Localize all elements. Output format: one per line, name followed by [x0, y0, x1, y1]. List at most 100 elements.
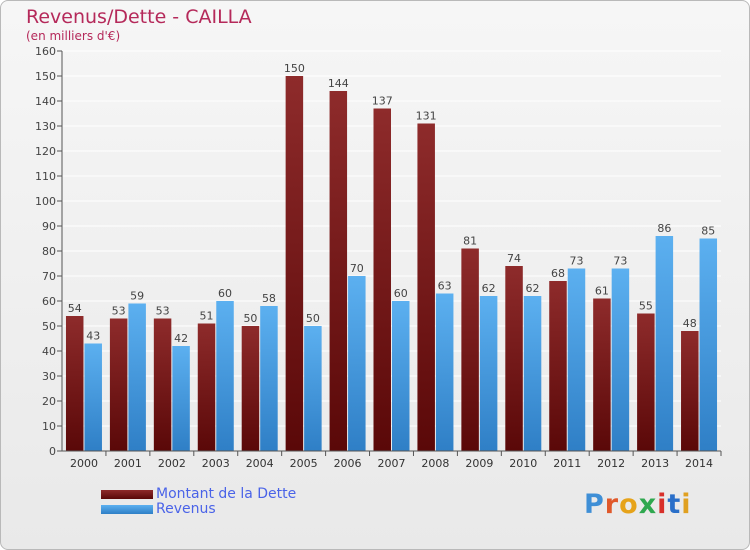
bar-dette: [153, 318, 172, 451]
x-tick-label: 2010: [509, 457, 537, 470]
y-tick-label: 60: [42, 295, 56, 308]
bar-revenus: [655, 236, 674, 451]
bar-dette: [637, 313, 655, 451]
logo-letter: o: [619, 489, 639, 520]
x-tick-label: 2004: [246, 457, 274, 470]
data-label-revenus: 60: [218, 287, 232, 300]
x-tick-label: 2014: [685, 457, 713, 470]
x-tick-label: 2007: [378, 457, 406, 470]
data-label-dette: 53: [156, 305, 170, 318]
x-tick-label: 2001: [114, 457, 142, 470]
bar-revenus: [260, 306, 278, 451]
x-tick-label: 2009: [465, 457, 493, 470]
y-tick-label: 90: [42, 220, 56, 233]
logo-letter: t: [667, 489, 682, 520]
chart-title: Revenus/Dette - CAILLA: [26, 6, 252, 28]
bar-dette: [329, 91, 348, 451]
bar-dette: [549, 281, 567, 451]
logo-letter: i: [681, 489, 692, 520]
bar-dette: [109, 318, 128, 451]
data-label-revenus: 59: [130, 290, 144, 303]
bar-revenus: [392, 301, 410, 451]
bar-dette: [505, 266, 523, 451]
y-tick-label: 100: [35, 195, 56, 208]
y-tick-label: 140: [35, 95, 56, 108]
x-tick-label: 2002: [158, 457, 186, 470]
data-label-dette: 48: [683, 317, 697, 330]
x-tick-label: 2000: [70, 457, 98, 470]
bar-dette: [417, 123, 435, 451]
x-tick-label: 2011: [553, 457, 581, 470]
x-tick-label: 2013: [641, 457, 669, 470]
x-tick-label: 2006: [334, 457, 362, 470]
data-label-revenus: 85: [701, 225, 715, 238]
y-tick-label: 150: [35, 70, 56, 83]
bar-revenus: [216, 301, 234, 451]
bar-dette: [461, 248, 479, 451]
logo-letter: i: [657, 489, 668, 520]
data-label-dette: 131: [416, 110, 437, 123]
data-label-revenus: 58: [262, 292, 276, 305]
legend-label-debt: Montant de la Dette: [156, 486, 297, 502]
data-label-dette: 51: [200, 310, 214, 323]
data-label-revenus: 43: [86, 330, 100, 343]
data-label-dette: 68: [551, 267, 565, 280]
bar-dette: [373, 108, 391, 451]
data-label-dette: 144: [328, 77, 349, 90]
data-label-dette: 150: [284, 62, 305, 75]
bar-dette: [65, 316, 84, 451]
bar-dette: [681, 331, 699, 451]
data-label-revenus: 86: [657, 222, 671, 235]
x-tick-label: 2003: [202, 457, 230, 470]
y-tick-label: 50: [42, 320, 56, 333]
y-tick-label: 70: [42, 270, 56, 283]
data-label-revenus: 50: [306, 312, 320, 325]
y-tick-label: 0: [49, 445, 56, 458]
data-label-dette: 50: [243, 312, 257, 325]
bar-revenus: [611, 268, 630, 451]
bar-revenus: [172, 346, 190, 451]
y-tick-label: 110: [35, 170, 56, 183]
data-label-revenus: 73: [613, 255, 627, 268]
data-label-dette: 53: [112, 305, 126, 318]
data-label-dette: 81: [463, 235, 477, 248]
bar-dette: [593, 298, 611, 451]
y-tick-label: 120: [35, 145, 56, 158]
data-label-revenus: 63: [438, 280, 452, 293]
data-label-revenus: 62: [482, 282, 496, 295]
y-tick-label: 30: [42, 370, 56, 383]
bar-revenus: [523, 296, 542, 451]
logo-letter: P: [584, 489, 605, 520]
bar-revenus: [567, 268, 586, 451]
data-label-revenus: 62: [526, 282, 540, 295]
bar-revenus: [479, 296, 498, 451]
bar-revenus: [84, 343, 102, 451]
legend-swatch-revenue: [101, 505, 153, 514]
y-tick-label: 40: [42, 345, 56, 358]
x-tick-label: 2012: [597, 457, 625, 470]
legend-swatch-debt: [101, 490, 153, 499]
y-tick-label: 130: [35, 120, 56, 133]
logo-letter: x: [638, 489, 658, 520]
logo-letter: r: [604, 489, 620, 520]
bar-dette: [197, 323, 216, 451]
proxiti-logo: Proxiti: [584, 489, 692, 520]
x-tick-label: 2005: [290, 457, 318, 470]
bar-dette: [285, 76, 304, 451]
data-label-dette: 55: [639, 300, 653, 313]
data-label-dette: 61: [595, 285, 609, 298]
y-tick-label: 160: [35, 45, 56, 58]
data-label-revenus: 42: [174, 332, 188, 345]
data-label-dette: 74: [507, 252, 521, 265]
bar-revenus: [304, 326, 322, 451]
data-label-revenus: 70: [350, 262, 364, 275]
data-label-dette: 137: [372, 95, 393, 108]
data-label-dette: 54: [68, 302, 82, 315]
bar-revenus: [435, 293, 454, 451]
bar-revenus: [348, 276, 366, 451]
y-tick-label: 20: [42, 395, 56, 408]
data-label-revenus: 73: [569, 255, 583, 268]
bar-dette: [241, 326, 260, 451]
